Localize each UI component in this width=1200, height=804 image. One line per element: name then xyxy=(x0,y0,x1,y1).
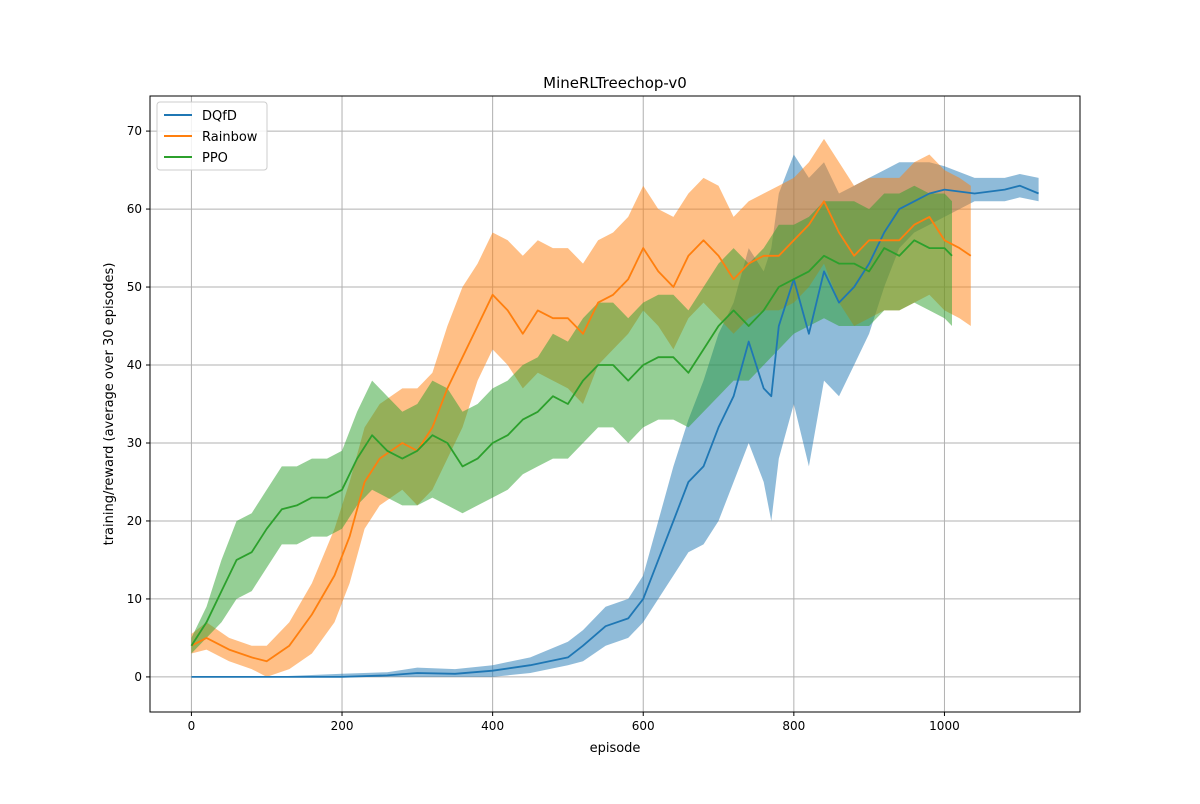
x-tick-label: 0 xyxy=(188,719,196,733)
y-tick-label: 30 xyxy=(127,436,142,450)
x-tick-label: 400 xyxy=(481,719,504,733)
rainbow-line xyxy=(190,200,972,663)
chart-title: MineRLTreechop-v0 xyxy=(543,74,687,92)
y-tick-label: 10 xyxy=(127,592,142,606)
ppo-band xyxy=(191,185,952,654)
dqfd-legend-label: DQfD xyxy=(202,109,237,124)
rainbow-legend-label: Rainbow xyxy=(202,130,258,145)
legend-box xyxy=(156,101,268,171)
y-tick-label: 50 xyxy=(127,280,142,294)
x-axis-ticks: 0 200 400 600 800 1000 xyxy=(188,712,960,733)
x-tick-label: 200 xyxy=(331,719,354,733)
ppo-line xyxy=(190,239,953,647)
series-lines xyxy=(190,184,1039,678)
y-tick-label: 40 xyxy=(127,358,142,372)
y-axis-ticks: 0 10 20 30 40 50 60 70 xyxy=(127,124,150,684)
dqfd-line xyxy=(191,184,1039,678)
x-tick-label: 1000 xyxy=(929,719,960,733)
y-axis-label: training/reward (average over 30 episode… xyxy=(102,263,117,546)
x-axis-label: episode xyxy=(590,741,641,756)
y-tick-label: 60 xyxy=(127,202,142,216)
plot-frame xyxy=(149,95,1081,713)
legend: DQfD Rainbow PPO xyxy=(156,101,268,171)
y-tick-label: 0 xyxy=(134,670,142,684)
ppo-legend-label: PPO xyxy=(202,151,228,166)
x-tick-label: 600 xyxy=(632,719,655,733)
y-tick-label: 70 xyxy=(127,124,142,138)
confidence-bands xyxy=(191,138,1039,677)
y-tick-label: 20 xyxy=(127,514,142,528)
x-tick-label: 800 xyxy=(782,719,805,733)
